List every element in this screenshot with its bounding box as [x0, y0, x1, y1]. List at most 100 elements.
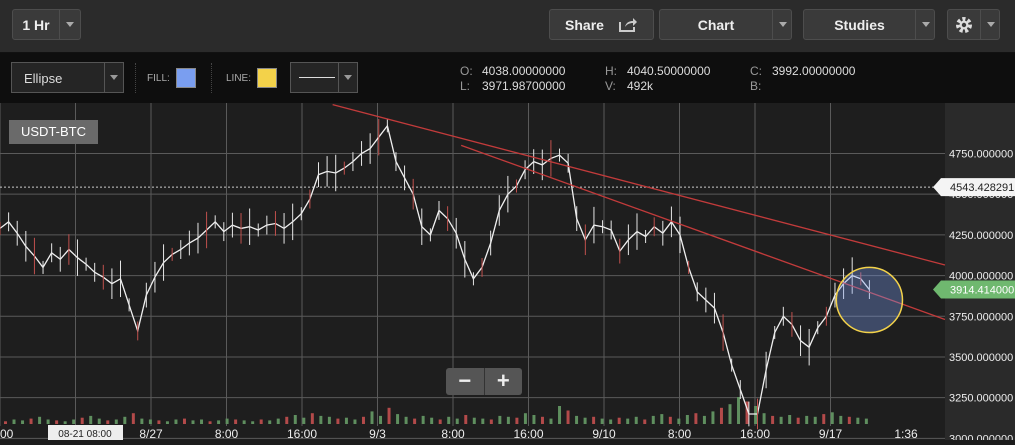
- chart-label: Chart: [697, 16, 735, 33]
- volume-bar: [498, 415, 502, 424]
- volume-bar: [558, 406, 562, 424]
- volume-bar: [106, 420, 110, 424]
- volume-bar: [123, 416, 127, 424]
- y-tick-label: 3000.000000: [949, 433, 1013, 440]
- interval-label: 1 Hr: [22, 16, 50, 33]
- volume-bar: [822, 414, 826, 424]
- volume-bar: [779, 416, 783, 424]
- y-tick-label: 3500.000000: [949, 352, 1013, 364]
- drawing-tool-select[interactable]: Ellipse: [11, 62, 124, 93]
- volume-bar: [370, 411, 374, 424]
- ellipse-drawing[interactable]: [835, 266, 904, 334]
- volume-bar: [404, 416, 408, 424]
- last-price-tag: [933, 280, 1015, 299]
- fill-color-swatch[interactable]: [176, 68, 196, 88]
- volume-bar: [549, 418, 553, 424]
- y-tick-label: 4750.000000: [949, 148, 1013, 160]
- volume-bar: [737, 397, 741, 424]
- volume-bar: [856, 417, 860, 424]
- price-chart[interactable]: 4750.0000004500.0000004250.0000004000.00…: [0, 103, 1015, 445]
- studies-button[interactable]: Studies: [803, 9, 916, 40]
- volume-bar: [353, 419, 357, 424]
- volume-bar: [830, 412, 834, 424]
- volume-bar: [719, 407, 723, 424]
- drawing-toolbar: Ellipse FILL: LINE: O: 4038.00000000 L: …: [0, 53, 1015, 103]
- volume-bar: [63, 421, 67, 424]
- volume-bar: [413, 418, 417, 424]
- volume-bar: [515, 417, 519, 424]
- close-value: 3992.00000000: [772, 64, 856, 78]
- volume-bar: [839, 415, 843, 424]
- volume-bar: [762, 413, 766, 424]
- volume-bar: [225, 418, 229, 424]
- volume-bar: [276, 418, 280, 424]
- top-bar: 1 Hr Share Chart Studies: [0, 0, 1015, 53]
- settings-button[interactable]: [947, 9, 981, 40]
- chevron-down-icon: [338, 63, 357, 92]
- volume-label: V:: [605, 79, 616, 93]
- volume-bar: [702, 415, 706, 424]
- volume-bar: [430, 417, 434, 424]
- interval-dropdown[interactable]: [59, 9, 81, 40]
- trendline: [460, 144, 946, 321]
- line-color-swatch[interactable]: [257, 68, 277, 88]
- volume-bar: [208, 421, 212, 424]
- volume-bar: [660, 414, 664, 424]
- bid-label: B:: [750, 79, 762, 93]
- volume-bar: [361, 416, 365, 424]
- y-tick-label: 4250.000000: [949, 230, 1013, 242]
- x-tick-label: 00: [0, 427, 14, 440]
- volume-bar: [89, 415, 93, 424]
- gear-icon: [956, 16, 972, 33]
- chart-dropdown[interactable]: [772, 9, 792, 40]
- volume-bar: [438, 419, 442, 424]
- volume-bar: [421, 415, 425, 424]
- volume-bar: [72, 419, 76, 424]
- interval-button[interactable]: 1 Hr: [12, 9, 60, 40]
- zoom-in-icon: +: [496, 368, 510, 393]
- volume-bar: [12, 419, 16, 424]
- share-label: Share: [565, 16, 604, 33]
- volume-bar: [327, 416, 331, 424]
- close-label: C:: [750, 64, 762, 78]
- volume-bar: [651, 415, 655, 424]
- settings-dropdown[interactable]: [980, 9, 1000, 40]
- volume-bar: [285, 416, 289, 424]
- volume-bar: [617, 417, 621, 424]
- chevron-down-icon: [104, 63, 123, 92]
- divider: [211, 63, 212, 93]
- divider: [135, 63, 136, 93]
- volume-bar: [481, 418, 485, 424]
- y-axis: 4750.0000004500.0000004250.0000004000.00…: [933, 148, 1015, 445]
- studies-label: Studies: [834, 16, 885, 33]
- volume-bar: [174, 419, 178, 424]
- studies-dropdown[interactable]: [915, 9, 935, 40]
- volume-bar: [234, 419, 238, 424]
- x-tick-label: 1:36: [894, 427, 918, 440]
- volume-bar: [540, 416, 544, 424]
- open-label: O:: [460, 64, 473, 78]
- price-series: [0, 118, 870, 430]
- trendlines[interactable]: [332, 103, 946, 321]
- crosshair-price-tag: [933, 178, 1015, 197]
- volume-bar: [447, 416, 451, 424]
- x-cursor-label: 08-21 08:00: [58, 429, 112, 440]
- volume-bar: [251, 421, 255, 424]
- x-tick-label: 9/3: [369, 427, 386, 440]
- line-style-preview: [299, 77, 335, 78]
- share-button[interactable]: Share: [549, 9, 654, 40]
- volume-bar: [182, 418, 186, 424]
- line-style-select[interactable]: [290, 62, 358, 93]
- volume-bar: [864, 418, 868, 424]
- volume-bar: [97, 418, 101, 424]
- open-value: 4038.00000000: [482, 64, 566, 78]
- ohlc-readout: O: 4038.00000000 L: 3971.98700000 H: 404…: [460, 64, 910, 94]
- zoom-controls: − +: [446, 368, 522, 395]
- volume-bar: [592, 416, 596, 424]
- x-tick-label: 8:00: [668, 427, 692, 440]
- chart-button[interactable]: Chart: [659, 9, 773, 40]
- zoom-out-button[interactable]: −: [446, 368, 485, 395]
- fill-label: FILL:: [147, 73, 170, 84]
- line-label: LINE:: [226, 73, 252, 84]
- zoom-in-button[interactable]: +: [485, 368, 523, 395]
